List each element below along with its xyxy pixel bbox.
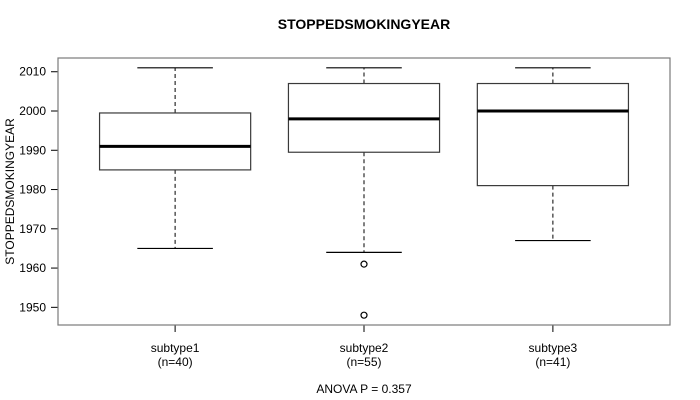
iqr-box [476,82,630,187]
outlier-point [360,260,368,268]
y-tick-label: 1950 [19,300,46,314]
y-axis-label: STOPPEDSMOKINGYEAR [3,118,17,265]
axes-layer: 1950 1960 1970 1980 1990 2000 2010 [19,65,554,332]
chart-title: STOPPEDSMOKINGYEAR [278,16,450,32]
y-tick-label: 2010 [19,65,46,79]
plot-frame [57,57,671,326]
y-tick-label: 1980 [19,183,46,197]
x-category-label: subtype3 [529,341,578,355]
y-tick-label: 2000 [19,104,46,118]
iqr-box [98,112,252,171]
y-tick-label: 1970 [19,222,46,236]
x-category-sublabel: (n=55) [346,355,381,369]
outlier-point [360,311,368,319]
x-category-sublabel: (n=40) [158,355,193,369]
y-tick-label: 1990 [19,143,46,157]
x-category-label: subtype2 [340,341,389,355]
x-category-sublabel: (n=41) [535,355,570,369]
boxes-layer [98,67,630,319]
anova-footnote: ANOVA P = 0.357 [316,382,412,396]
y-tick-label: 1960 [19,261,46,275]
x-labels-layer: subtype1(n=40) subtype2(n=55) subtype3(n=4… [151,341,578,369]
x-category-label: subtype1 [151,341,200,355]
